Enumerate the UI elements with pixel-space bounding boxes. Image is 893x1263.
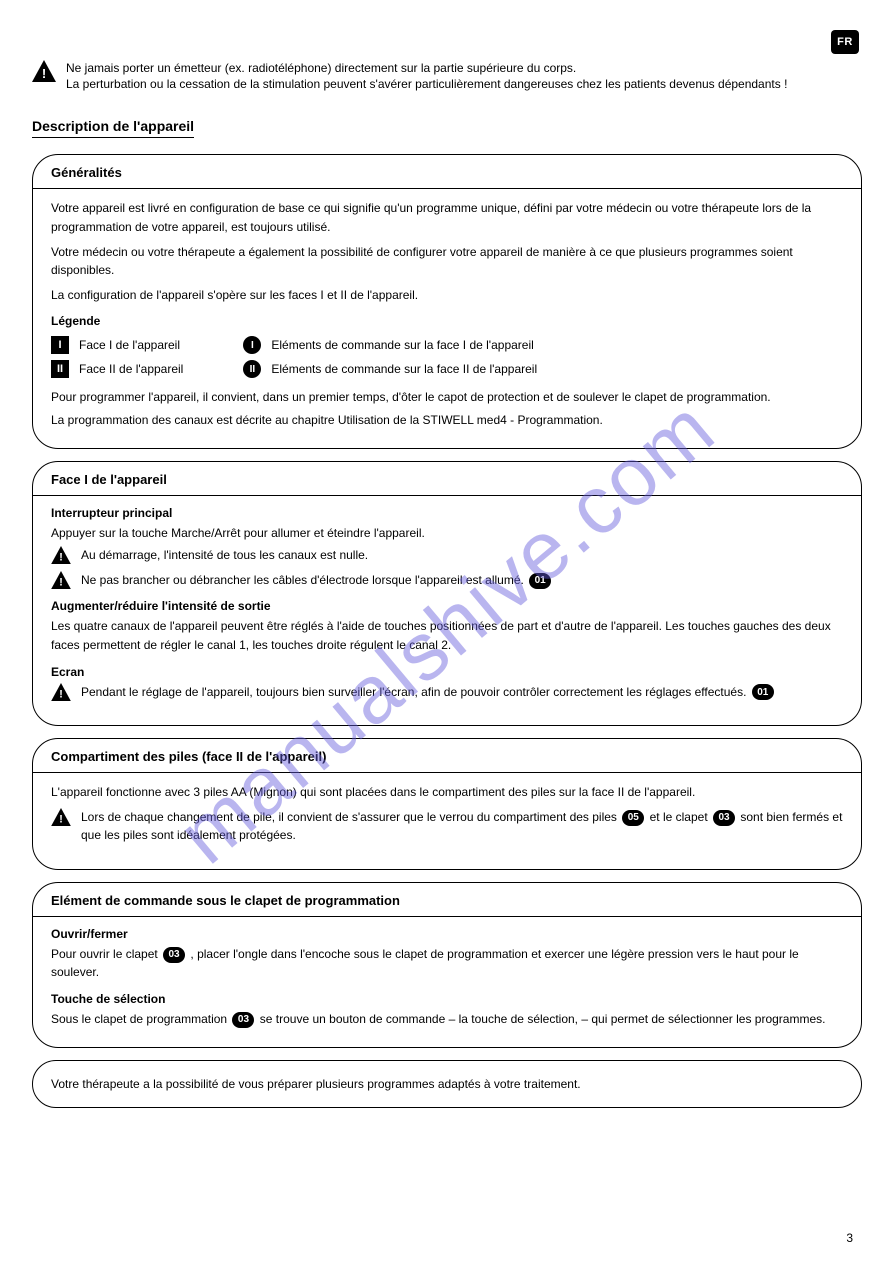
section-title: Description de l'appareil <box>32 118 194 138</box>
ref-icon: 03 <box>163 947 185 963</box>
legend-label: Face II de l'appareil <box>79 362 183 376</box>
legend-circle-icon: II <box>243 360 261 378</box>
box2-warn3: ! Pendant le réglage de l'appareil, touj… <box>51 683 843 702</box>
box3-l2: Lors de chaque changement de pile, il co… <box>81 810 617 824</box>
box3-header: Compartiment des piles (face II de l'app… <box>33 749 861 773</box>
box2-l5: Pendant le réglage de l'appareil, toujou… <box>81 685 746 699</box>
box1-p1: Votre appareil est livré en configuratio… <box>51 199 843 236</box>
box4-l1a: Pour ouvrir le clapet <box>51 947 158 961</box>
box2-l5-wrap: Pendant le réglage de l'appareil, toujou… <box>81 683 776 702</box>
svg-text:!: ! <box>59 813 63 825</box>
box2-sh1: Interrupteur principal <box>51 506 843 520</box>
box2-sh3: Ecran <box>51 665 843 679</box>
box3-warn: ! Lors de chaque changement de pile, il … <box>51 808 843 845</box>
ref-icon: 03 <box>713 810 735 826</box>
warning-icon: ! <box>32 60 56 82</box>
box-face1: Face I de l'appareil Interrupteur princi… <box>32 461 862 727</box>
box-battery: Compartiment des piles (face II de l'app… <box>32 738 862 870</box>
warning-icon: ! <box>51 571 71 589</box>
warning-icon: ! <box>51 683 71 701</box>
box3-l1: L'appareil fonctionne avec 3 piles AA (M… <box>51 783 843 802</box>
page-number: 3 <box>846 1231 853 1245</box>
legend-label: Face I de l'appareil <box>79 338 180 352</box>
legend-row-2l: II Face II de l'appareil <box>51 360 183 378</box>
top-warning-line1: Ne jamais porter un émetteur (ex. radiot… <box>66 60 787 76</box>
warning-icon: ! <box>51 546 71 564</box>
box3-l3: et le clapet <box>650 810 708 824</box>
box-flap: Elément de commande sous le clapet de pr… <box>32 882 862 1048</box>
top-warning-row: ! Ne jamais porter un émetteur (ex. radi… <box>32 60 862 92</box>
box1-header: Généralités <box>33 165 861 189</box>
box2-l3-wrap: Ne pas brancher ou débrancher les câbles… <box>81 571 553 590</box>
legend-row-1l: I Face I de l'appareil <box>51 336 183 354</box>
box1-p2: Votre médecin ou votre thérapeute a égal… <box>51 243 843 280</box>
ref-icon: 05 <box>622 810 644 826</box>
svg-text:!: ! <box>59 688 63 700</box>
box4-sh2: Touche de sélection <box>51 992 843 1006</box>
box2-header: Face I de l'appareil <box>33 472 861 496</box>
box-general: Généralités Votre appareil est livré en … <box>32 154 862 448</box>
box4-l2b: se trouve un bouton de commande – la tou… <box>260 1012 826 1026</box>
box2-l1: Appuyer sur la touche Marche/Arrêt pour … <box>51 524 843 543</box>
box3-combined: Lors de chaque changement de pile, il co… <box>81 808 843 845</box>
language-badge: FR <box>831 30 859 54</box>
legend-table: I Face I de l'appareil II Face II de l'a… <box>51 336 843 378</box>
svg-text:!: ! <box>59 552 63 564</box>
box5-text: Votre thérapeute a la possibilité de vou… <box>51 1075 843 1094</box>
box4-l1-wrap: Pour ouvrir le clapet 03 , placer l'ongl… <box>51 945 843 982</box>
box4-header: Elément de commande sous le clapet de pr… <box>33 893 861 917</box>
box2-warn1: ! Au démarrage, l'intensité de tous les … <box>51 546 843 565</box>
ref-icon: 03 <box>232 1012 254 1028</box>
ref-icon: 01 <box>752 684 774 700</box>
legend-square-icon: II <box>51 360 69 378</box>
box4-sh1: Ouvrir/fermer <box>51 927 843 941</box>
box2-sh2: Augmenter/réduire l'intensité de sortie <box>51 599 843 613</box>
warning-icon: ! <box>51 808 71 826</box>
ref-icon: 01 <box>529 573 551 589</box>
box2-warn2: ! Ne pas brancher ou débrancher les câbl… <box>51 571 843 590</box>
box-therapist-note: Votre thérapeute a la possibilité de vou… <box>32 1060 862 1109</box>
legend-row-2r: II Eléments de commande sur la face II d… <box>243 360 537 378</box>
box4-l2-wrap: Sous le clapet de programmation 03 se tr… <box>51 1010 843 1029</box>
legend-col-left: I Face I de l'appareil II Face II de l'a… <box>51 336 183 378</box>
box2-l3: Ne pas brancher ou débrancher les câbles… <box>81 573 524 587</box>
legend-col-right: I Eléments de commande sur la face I de … <box>243 336 537 378</box>
legend-label: Eléments de commande sur la face II de l… <box>271 362 537 376</box>
box1-legend-head: Légende <box>51 314 843 328</box>
top-warning-line2: La perturbation ou la cessation de la st… <box>66 76 787 92</box>
box1-p5: La programmation des canaux est décrite … <box>51 411 843 430</box>
top-warning-text: Ne jamais porter un émetteur (ex. radiot… <box>66 60 787 92</box>
box2-l4: Les quatre canaux de l'appareil peuvent … <box>51 617 843 654</box>
legend-label: Eléments de commande sur la face I de l'… <box>271 338 533 352</box>
box4-l2a: Sous le clapet de programmation <box>51 1012 227 1026</box>
page-content: ! Ne jamais porter un émetteur (ex. radi… <box>32 60 862 1120</box>
box2-l2: Au démarrage, l'intensité de tous les ca… <box>81 546 368 565</box>
legend-row-1r: I Eléments de commande sur la face I de … <box>243 336 537 354</box>
box1-p4: Pour programmer l'appareil, il convient,… <box>51 388 843 407</box>
legend-circle-icon: I <box>243 336 261 354</box>
svg-text:!: ! <box>42 66 46 81</box>
svg-text:!: ! <box>59 576 63 588</box>
box1-p3: La configuration de l'appareil s'opère s… <box>51 286 843 305</box>
legend-square-icon: I <box>51 336 69 354</box>
